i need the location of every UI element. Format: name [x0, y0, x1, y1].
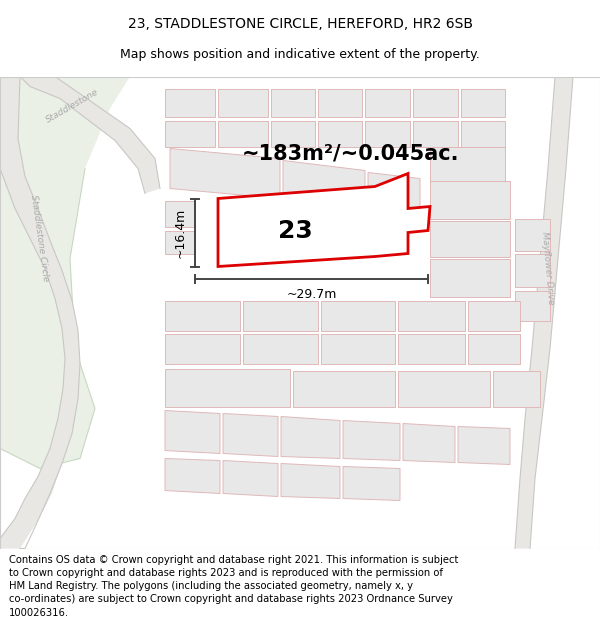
Polygon shape [493, 371, 540, 406]
Polygon shape [468, 301, 520, 331]
Text: 23: 23 [278, 219, 313, 243]
Polygon shape [515, 291, 550, 321]
Polygon shape [283, 161, 365, 206]
Polygon shape [398, 334, 465, 364]
Polygon shape [165, 231, 195, 254]
Polygon shape [165, 89, 215, 116]
Polygon shape [430, 259, 510, 296]
Polygon shape [293, 371, 395, 406]
Polygon shape [318, 121, 362, 146]
Text: Map shows position and indicative extent of the property.: Map shows position and indicative extent… [120, 48, 480, 61]
Polygon shape [165, 121, 215, 146]
Polygon shape [321, 301, 395, 331]
Polygon shape [468, 334, 520, 364]
Polygon shape [413, 89, 458, 116]
Text: Contains OS data © Crown copyright and database right 2021. This information is : Contains OS data © Crown copyright and d… [9, 555, 458, 618]
Polygon shape [281, 464, 340, 499]
Polygon shape [243, 334, 318, 364]
Polygon shape [243, 301, 318, 331]
Polygon shape [343, 466, 400, 501]
Polygon shape [0, 76, 130, 469]
Polygon shape [165, 459, 220, 494]
Polygon shape [218, 89, 268, 116]
Polygon shape [398, 371, 490, 406]
Text: Mayflower Drive: Mayflower Drive [541, 232, 556, 306]
Polygon shape [430, 221, 510, 256]
Text: ~183m²/~0.045ac.: ~183m²/~0.045ac. [241, 144, 459, 164]
Polygon shape [271, 89, 315, 116]
Polygon shape [223, 461, 278, 496]
Polygon shape [223, 414, 278, 456]
Polygon shape [365, 89, 410, 116]
Polygon shape [271, 121, 315, 146]
Polygon shape [343, 421, 400, 461]
Polygon shape [281, 416, 340, 459]
Polygon shape [318, 89, 362, 116]
Polygon shape [515, 254, 550, 286]
Polygon shape [218, 174, 430, 266]
Polygon shape [365, 121, 410, 146]
Text: ~16.4m: ~16.4m [173, 208, 187, 258]
Polygon shape [0, 76, 80, 549]
Polygon shape [0, 76, 600, 549]
Polygon shape [15, 76, 160, 194]
Polygon shape [398, 301, 465, 331]
Text: Staddlestone: Staddlestone [44, 88, 100, 125]
Polygon shape [413, 121, 458, 146]
Polygon shape [461, 89, 505, 116]
Polygon shape [165, 201, 195, 226]
Polygon shape [321, 334, 395, 364]
Polygon shape [218, 121, 268, 146]
Polygon shape [165, 301, 240, 331]
Text: Staddlestone Circle: Staddlestone Circle [29, 194, 50, 282]
Polygon shape [165, 411, 220, 454]
Polygon shape [165, 334, 240, 364]
Polygon shape [515, 76, 573, 549]
Polygon shape [515, 219, 550, 251]
Polygon shape [170, 149, 280, 199]
Polygon shape [430, 181, 510, 219]
Polygon shape [403, 424, 455, 462]
Polygon shape [430, 146, 505, 181]
Polygon shape [430, 184, 505, 216]
Text: 23, STADDLESTONE CIRCLE, HEREFORD, HR2 6SB: 23, STADDLESTONE CIRCLE, HEREFORD, HR2 6… [128, 18, 473, 31]
Polygon shape [461, 121, 505, 146]
Text: ~29.7m: ~29.7m [286, 288, 337, 301]
Polygon shape [368, 173, 420, 211]
Polygon shape [165, 369, 290, 406]
Polygon shape [458, 426, 510, 464]
